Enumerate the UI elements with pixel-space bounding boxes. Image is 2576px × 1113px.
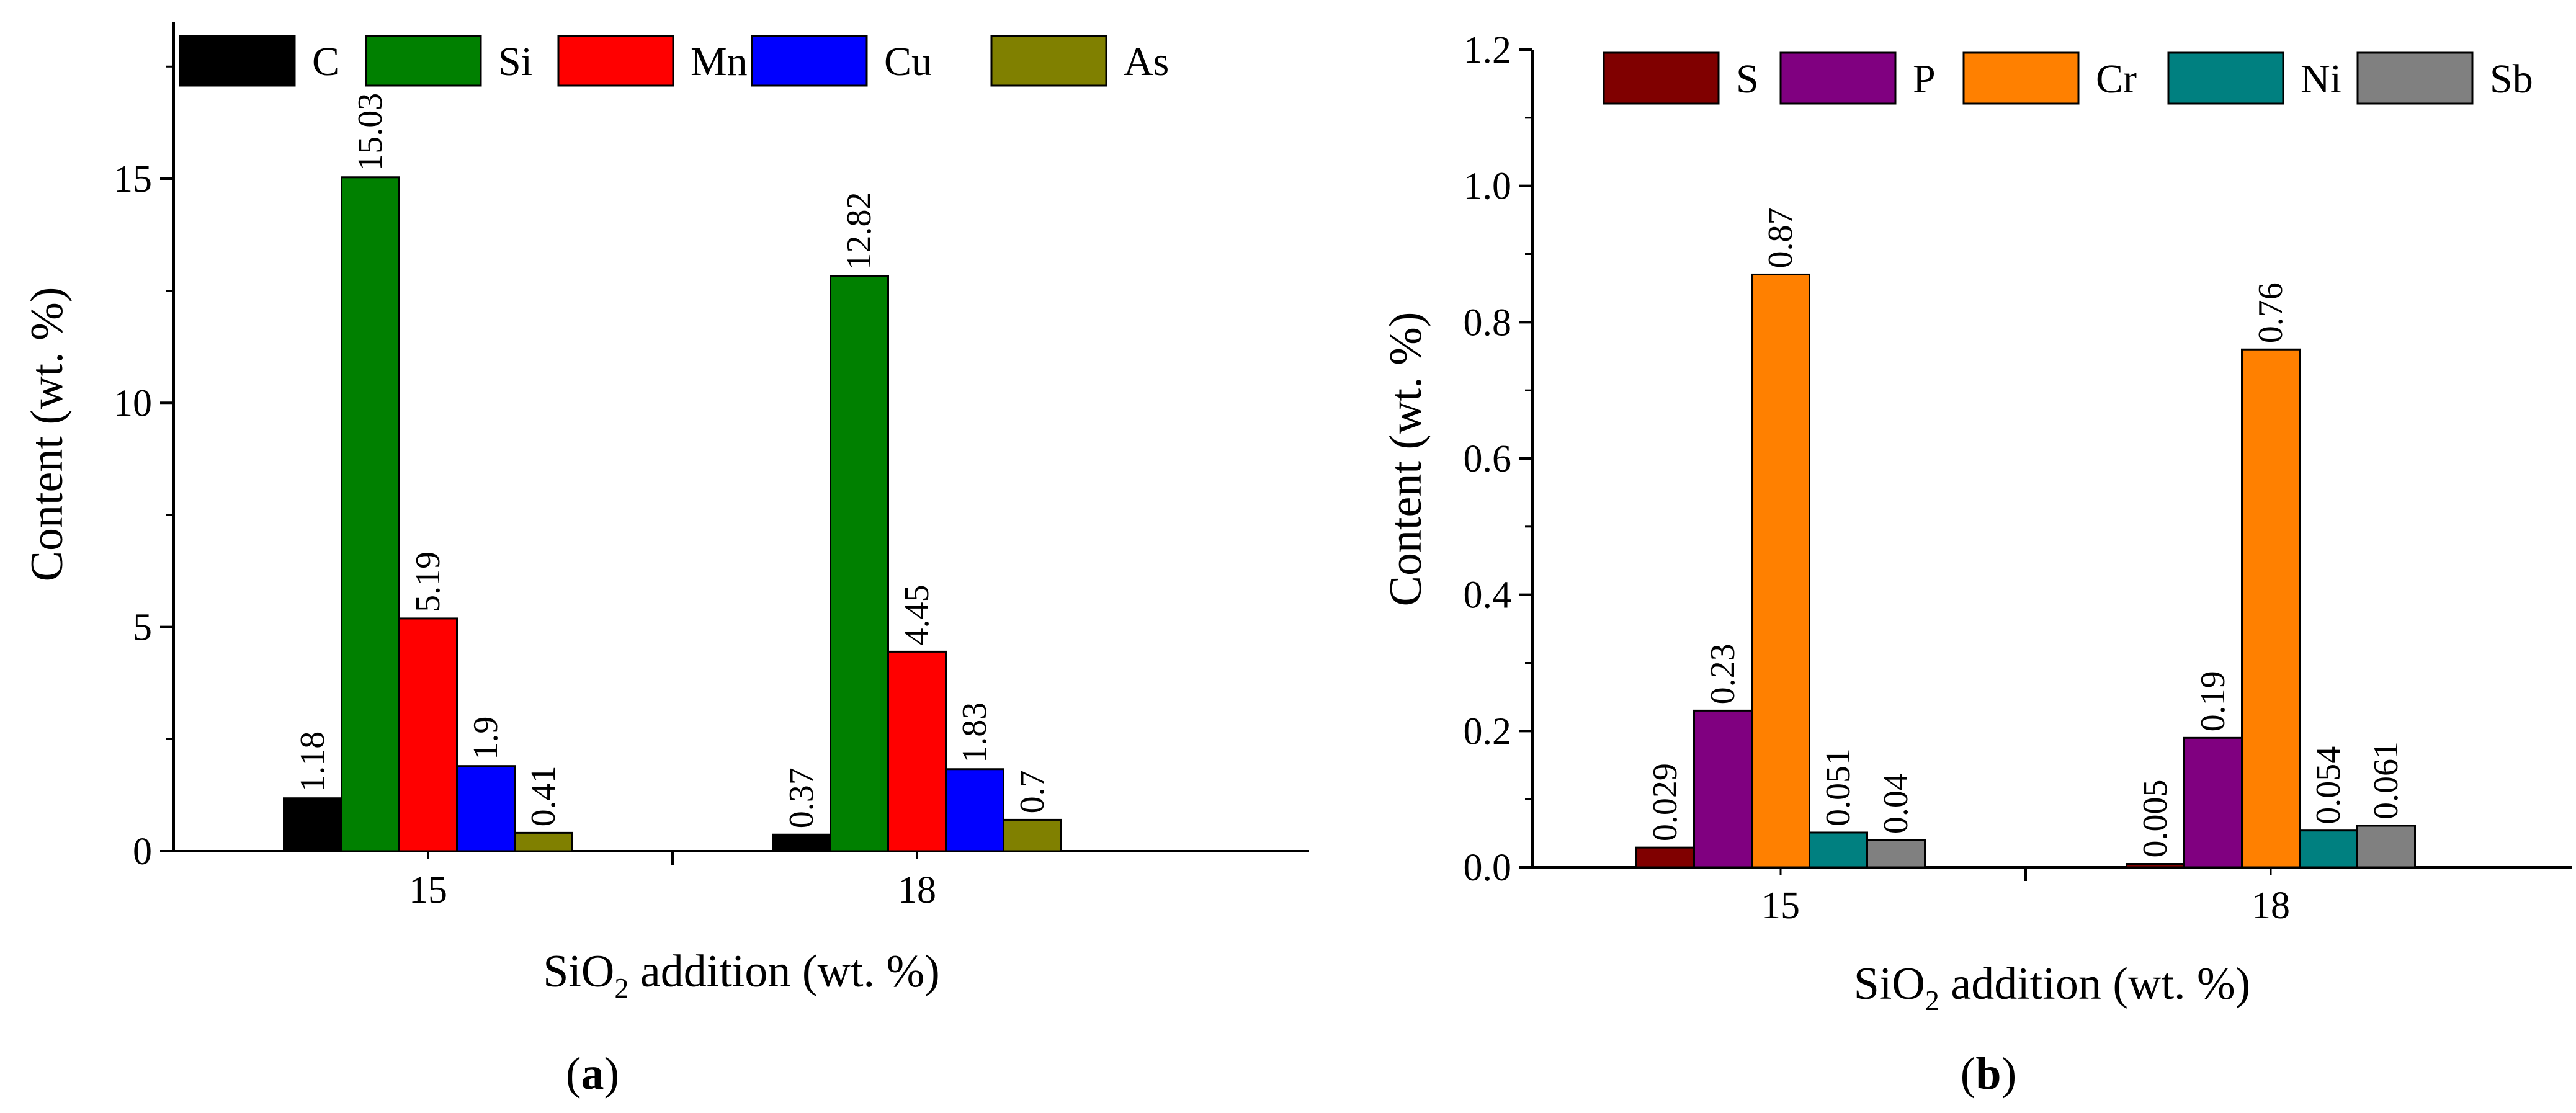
legend-swatch-cu	[751, 35, 868, 87]
bar-p	[2183, 736, 2243, 869]
legend-label-sb: Sb	[2490, 56, 2533, 102]
legend-swatch-cr	[1962, 51, 2080, 105]
caption-close-paren: )	[604, 1048, 620, 1099]
x-axis-title-rest: addition (wt. %)	[1939, 959, 2250, 1009]
data-label: 0.87	[1761, 207, 1800, 268]
bar-si	[341, 176, 400, 852]
bar-ni	[1809, 831, 1868, 869]
data-label: 1.18	[293, 731, 332, 792]
legend-swatch-as	[990, 35, 1107, 87]
data-label: 0.051	[1819, 748, 1858, 826]
caption-open-paren: (	[1961, 1048, 1976, 1099]
data-label: 0.029	[1646, 763, 1684, 841]
data-label: 1.83	[955, 702, 994, 763]
y-tick-label: 5	[133, 607, 152, 649]
y-tick-label: 0.4	[1464, 574, 1512, 617]
x-tick-label: 18	[2252, 885, 2290, 927]
x-axis-title-subscript: 2	[614, 972, 628, 1004]
legend-label-c: C	[312, 39, 339, 84]
legend-swatch-ni	[2167, 51, 2284, 105]
legend-label-s: S	[1736, 56, 1759, 102]
y-axis-title: Content (wt. %)	[1380, 312, 1431, 607]
data-label: 12.82	[840, 192, 879, 270]
data-label: 0.23	[1704, 643, 1742, 704]
legend-swatch-s	[1603, 51, 1720, 105]
x-axis-title-main: SiO	[543, 946, 614, 997]
bar-s	[1635, 846, 1695, 869]
bar-mn	[887, 650, 947, 852]
y-tick-label: 0.0	[1464, 847, 1512, 889]
legend-swatch-sb	[2356, 51, 2474, 105]
bar-as	[1003, 818, 1062, 852]
x-axis-title: SiO2 addition (wt. %)	[543, 946, 940, 1004]
legend-label-ni: Ni	[2301, 56, 2341, 102]
x-axis-title-subscript: 2	[1925, 985, 1939, 1016]
x-axis-title-rest: addition (wt. %)	[628, 946, 939, 997]
x-axis-title-main: SiO	[1854, 959, 1925, 1009]
x-tick-label: 15	[409, 869, 447, 911]
bar-cr	[2241, 348, 2301, 869]
y-tick-label: 1.0	[1464, 166, 1512, 208]
bar-cu	[456, 765, 516, 852]
bar-sb	[1866, 839, 1926, 869]
data-label: 0.76	[2252, 282, 2290, 343]
y-tick-label: 15	[114, 158, 152, 200]
data-label: 0.41	[524, 766, 563, 826]
panel-caption: (a)	[566, 1048, 619, 1099]
caption-letter: b	[1975, 1048, 2001, 1099]
legend-label-cu: Cu	[884, 39, 932, 84]
legend-label-p: P	[1913, 56, 1936, 102]
legend-label-as: As	[1124, 39, 1169, 84]
y-tick-label: 0	[133, 831, 152, 873]
data-label: 0.19	[2194, 671, 2232, 731]
panel-caption: (b)	[1961, 1048, 2016, 1099]
x-tick-label: 18	[898, 869, 936, 911]
data-label: 4.45	[898, 584, 936, 645]
legend-label-cr: Cr	[2096, 56, 2137, 102]
y-tick-label: 10	[114, 382, 152, 424]
bar-si	[830, 275, 889, 852]
data-label: 0.04	[1877, 773, 1915, 834]
legend-swatch-p	[1779, 51, 1897, 105]
data-label: 5.19	[409, 552, 447, 612]
data-label: 0.061	[2367, 741, 2405, 820]
caption-letter: a	[581, 1048, 604, 1099]
y-tick-label: 1.2	[1464, 29, 1512, 71]
chart-panel-a: 0 5 10 15 15 18 1.18 0.37 15.03 12.82 5.19 4.45 1.9 1…	[22, 22, 1309, 1099]
bar-ni	[2299, 829, 2358, 869]
y-tick-label: 0.6	[1464, 438, 1512, 480]
bar-mn	[398, 617, 458, 852]
bar-c	[283, 797, 342, 852]
x-tick-label: 15	[1761, 885, 1800, 927]
bar-sb	[2356, 825, 2416, 869]
legend-label-mn: Mn	[691, 39, 748, 84]
data-label: 0.7	[1013, 770, 1052, 813]
bar-c	[772, 833, 831, 852]
y-tick-label: 0.8	[1464, 302, 1512, 344]
data-label: 0.005	[2136, 780, 2175, 858]
data-label: 1.9	[467, 717, 505, 760]
y-tick-label: 0.2	[1464, 710, 1512, 753]
legend-swatch-mn	[557, 35, 674, 87]
bar-as	[514, 831, 573, 852]
bar-p	[1693, 709, 1753, 869]
data-label: 0.054	[2309, 746, 2348, 825]
bar-s	[2126, 863, 2185, 869]
legend-label-si: Si	[498, 39, 532, 84]
data-label: 0.37	[782, 767, 821, 828]
bar-cr	[1751, 273, 1810, 869]
x-axis-title: SiO2 addition (wt. %)	[1854, 959, 2251, 1016]
y-axis-title: Content (wt. %)	[22, 287, 73, 582]
legend-swatch-c	[179, 35, 296, 87]
legend-swatch-si	[365, 35, 482, 87]
chart-panel-b: 0.0 0.2 0.4 0.6 0.8 1.0 1.2 15 18 0.029 0.005 0.23 0…	[1380, 29, 2572, 1099]
caption-close-paren: )	[2001, 1048, 2017, 1099]
caption-open-paren: (	[566, 1048, 581, 1099]
bar-cu	[945, 768, 1004, 852]
data-label: 15.03	[351, 93, 390, 171]
